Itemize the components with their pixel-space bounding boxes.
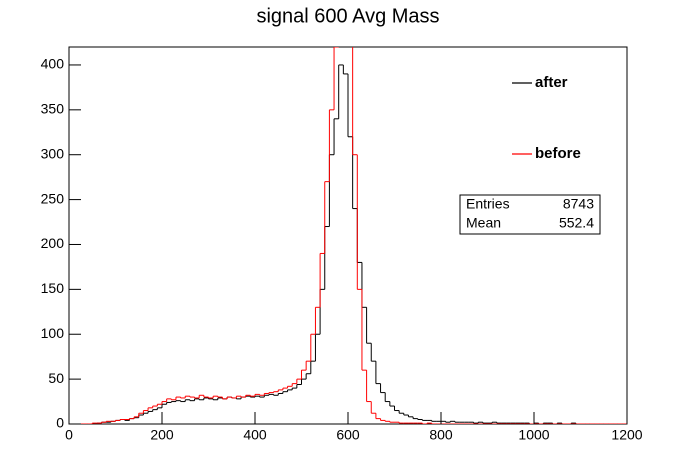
overlay: 0 50 100 150 200 250 300 350 400 0 200 400 600 800 100… (41, 56, 643, 443)
x-tick-label: 1200 (611, 427, 642, 443)
chart-title: signal 600 Avg Mass (256, 5, 439, 27)
y-tick-label: 250 (41, 190, 65, 206)
y-tick-label: 200 (41, 235, 65, 251)
y-tick-label: 100 (41, 325, 65, 341)
x-tick-label: 800 (429, 427, 453, 443)
stats-value: 552.4 (559, 215, 594, 231)
stats-value: 8743 (563, 196, 594, 212)
legend-label: after (535, 74, 568, 91)
histogram-area (69, 47, 627, 424)
stats-key: Entries (466, 196, 510, 212)
stats-key: Mean (466, 215, 501, 231)
y-tick-label: 400 (41, 56, 65, 72)
x-tick-label: 1000 (518, 427, 549, 443)
y-tick-label: 300 (41, 145, 65, 161)
y-tick-label: 350 (41, 101, 65, 117)
stats-box (459, 194, 601, 235)
y-tick-label: 50 (48, 370, 64, 386)
x-tick-label: 600 (336, 427, 360, 443)
x-tick-label: 400 (243, 427, 267, 443)
y-tick-label: 0 (56, 415, 64, 431)
legend-label: before (535, 145, 581, 162)
x-tick-label: 0 (65, 427, 73, 443)
y-tick-label: 150 (41, 280, 65, 296)
x-tick-label: 200 (150, 427, 174, 443)
